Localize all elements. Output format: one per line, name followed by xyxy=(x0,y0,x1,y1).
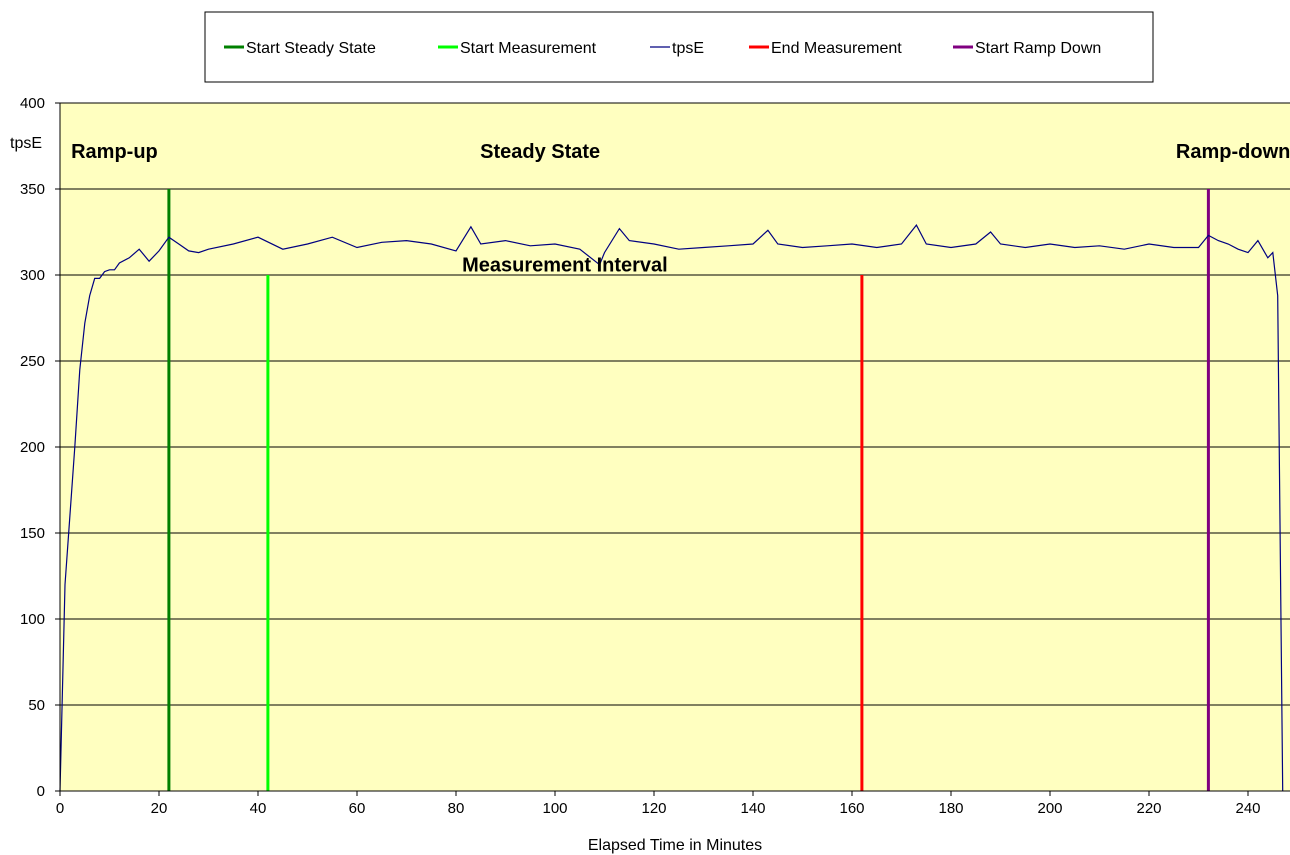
x-tick-label: 160 xyxy=(839,800,864,817)
y-tick-label: 150 xyxy=(20,525,45,542)
legend-label: Start Ramp Down xyxy=(975,40,1101,57)
x-tick-label: 20 xyxy=(151,800,168,817)
y-tick-label: 400 xyxy=(20,95,45,112)
y-tick-label: 350 xyxy=(20,181,45,198)
x-tick-label: 40 xyxy=(250,800,267,817)
y-tick-label: 250 xyxy=(20,353,45,370)
legend: Start Steady State Start Measurement tpsE E… xyxy=(204,11,1154,83)
y-tick-label: 50 xyxy=(28,697,45,714)
annotations: Ramp-up Steady State Ramp-down Measurement … xyxy=(71,141,1290,277)
legend-label: End Measurement xyxy=(771,40,902,57)
y-axis-label: tpsE xyxy=(10,135,42,152)
y-tick-label: 0 xyxy=(37,783,45,800)
annotation: Steady State xyxy=(480,141,600,163)
x-tick-label: 200 xyxy=(1037,800,1062,817)
series-lines xyxy=(59,224,1284,792)
x-tick-label: 80 xyxy=(448,800,465,817)
annotation: Ramp-down xyxy=(1176,141,1290,163)
gridlines xyxy=(60,102,1290,706)
legend-label: Start Steady State xyxy=(246,40,376,57)
x-tick-label: 240 xyxy=(1235,800,1260,817)
x-tick-label: 100 xyxy=(542,800,567,817)
annotation: Ramp-up xyxy=(71,141,158,163)
annotation: Measurement Interval xyxy=(462,255,668,277)
phase-marker-lines xyxy=(167,189,1210,791)
y-tick-label: 300 xyxy=(20,267,45,284)
y-tick-labels: 0 50 100 150 200 250 300 350 400 xyxy=(20,95,60,800)
x-tick-label: 180 xyxy=(938,800,963,817)
x-tick-label: 220 xyxy=(1136,800,1161,817)
x-tick-label: 0 xyxy=(56,800,64,817)
x-tick-label: 60 xyxy=(349,800,366,817)
y-tick-label: 200 xyxy=(20,439,45,456)
legend-label: Start Measurement xyxy=(460,40,597,57)
series-line xyxy=(59,224,1284,792)
legend-frame xyxy=(204,11,1154,83)
x-tick-label: 140 xyxy=(740,800,765,817)
x-tick-label: 120 xyxy=(641,800,666,817)
x-axis-label: Elapsed Time in Minutes xyxy=(588,837,762,854)
legend-label: tpsE xyxy=(672,40,704,57)
y-tick-label: 100 xyxy=(20,611,45,628)
x-tick-labels: 0 20 40 60 80 100 120 140 160 180 200 220 240 xyxy=(56,791,1261,817)
